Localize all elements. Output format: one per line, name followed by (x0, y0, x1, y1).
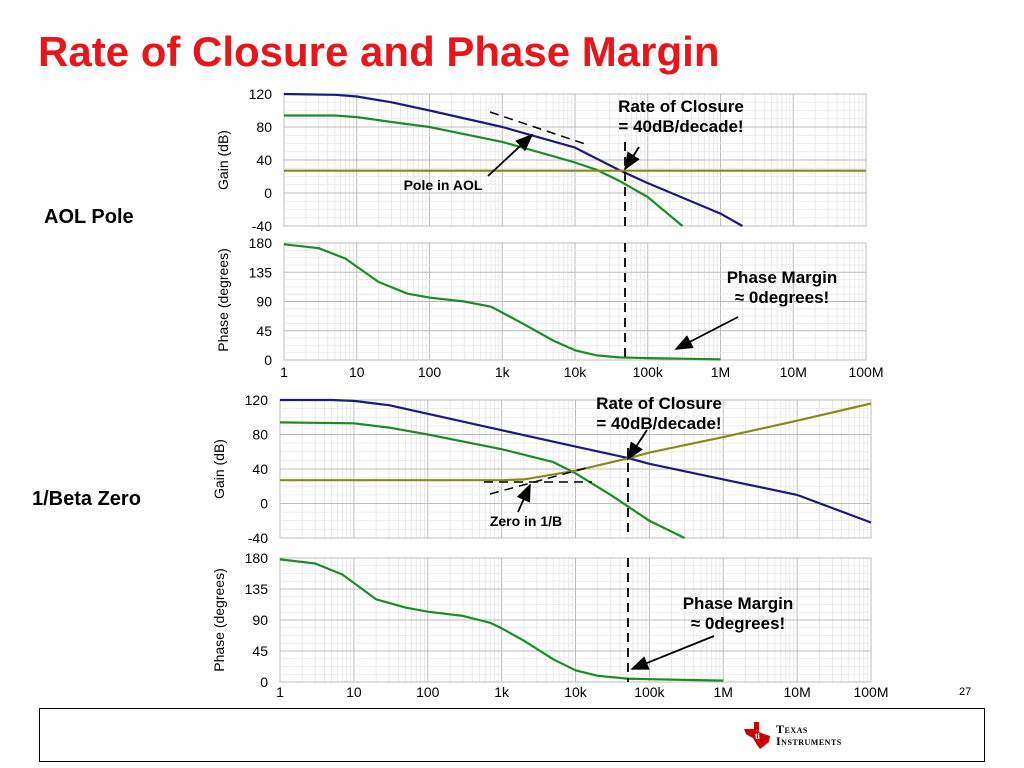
annotation-text: Rate of Closure (596, 394, 722, 413)
series-line-loop (279, 421, 686, 539)
x-tick-label: 100k (633, 364, 664, 380)
annotation-text: ≈ 0degrees! (735, 288, 829, 307)
x-tick-label: 100 (418, 364, 442, 380)
annotation-arrow (630, 635, 715, 670)
y-tick-label: 80 (256, 119, 272, 135)
y-axis-label: Gain (dB) (211, 439, 227, 499)
pole-slope-mark (489, 111, 589, 146)
annotation-text: Rate of Closure (618, 97, 744, 116)
series-line-aol (283, 92, 743, 227)
x-tick-label: 10M (784, 684, 811, 700)
y-tick-label: 180 (249, 235, 273, 251)
beta-zero-label: 1/Beta Zero (32, 488, 141, 510)
annotation-arrow (627, 429, 648, 461)
y-axis-label: Phase (degrees) (215, 248, 231, 352)
annotation-arrow (624, 146, 640, 171)
annotation-text: = 40dB/decade! (596, 414, 721, 433)
y-tick-label: 120 (245, 392, 269, 408)
x-tick-label: 10M (780, 364, 807, 380)
annotation-text: ≈ 0degrees! (691, 614, 785, 633)
x-tick-label: 100 (416, 684, 440, 700)
x-tick-label: 10 (346, 684, 362, 700)
y-tick-label: 40 (256, 152, 272, 168)
y-tick-label: 90 (252, 612, 268, 628)
annotation-text: Pole in AOL (404, 177, 483, 193)
y-axis-label: Phase (degrees) (211, 568, 227, 672)
x-tick-label: 1M (714, 684, 733, 700)
x-tick-label: 10 (349, 364, 365, 380)
annotation-arrow (674, 316, 739, 350)
x-tick-label: 100M (853, 684, 888, 700)
annotation-text: Phase Margin (727, 268, 838, 287)
y-tick-label: 45 (252, 643, 268, 659)
annotation-text: Phase Margin (683, 594, 794, 613)
x-tick-label: 100M (848, 364, 883, 380)
y-tick-label: 120 (249, 86, 273, 102)
x-tick-label: 1 (280, 364, 288, 380)
ti-logo: ti Texas Instruments (742, 720, 842, 750)
y-axis-label: Gain (dB) (215, 130, 231, 190)
y-tick-label: 90 (256, 294, 272, 310)
x-tick-label: 10k (564, 684, 588, 700)
x-tick-label: 1k (495, 364, 511, 380)
y-tick-label: 0 (260, 496, 268, 512)
y-tick-label: 40 (252, 461, 268, 477)
x-tick-label: 1 (276, 684, 284, 700)
svg-text:ti: ti (755, 732, 760, 741)
annotation-text: = 40dB/decade! (618, 117, 743, 136)
y-tick-label: 0 (264, 352, 272, 368)
annotation-arrow (516, 483, 531, 513)
zero-slope-mark-rising (489, 467, 587, 495)
series-line-phase (283, 243, 721, 361)
series-line-aol (280, 398, 872, 524)
annotation-text: Zero in 1/B (490, 513, 562, 529)
texas-state-icon: ti (744, 722, 770, 749)
y-tick-label: -40 (248, 530, 268, 546)
y-tick-label: -40 (252, 218, 272, 234)
logo-word-2: Instruments (776, 734, 842, 748)
x-tick-label: 1M (711, 364, 730, 380)
y-tick-label: 180 (245, 550, 269, 566)
y-tick-label: 135 (245, 581, 269, 597)
page-number: 27 (959, 686, 972, 698)
annotation-arrow (487, 133, 534, 177)
y-tick-label: 0 (264, 185, 272, 201)
footer-box (39, 708, 985, 762)
x-tick-label: 1k (494, 684, 510, 700)
y-tick-label: 135 (249, 264, 273, 280)
y-tick-label: 0 (260, 674, 268, 690)
series-line-phase (279, 558, 724, 682)
y-tick-label: 45 (256, 323, 272, 339)
logo-word-1: Texas (776, 722, 808, 736)
x-tick-label: 100k (634, 684, 665, 700)
slide-title: Rate of Closure and Phase Margin (38, 28, 720, 75)
x-tick-label: 10k (564, 364, 588, 380)
aol-pole-label: AOL Pole (44, 206, 134, 228)
y-tick-label: 80 (252, 427, 268, 443)
